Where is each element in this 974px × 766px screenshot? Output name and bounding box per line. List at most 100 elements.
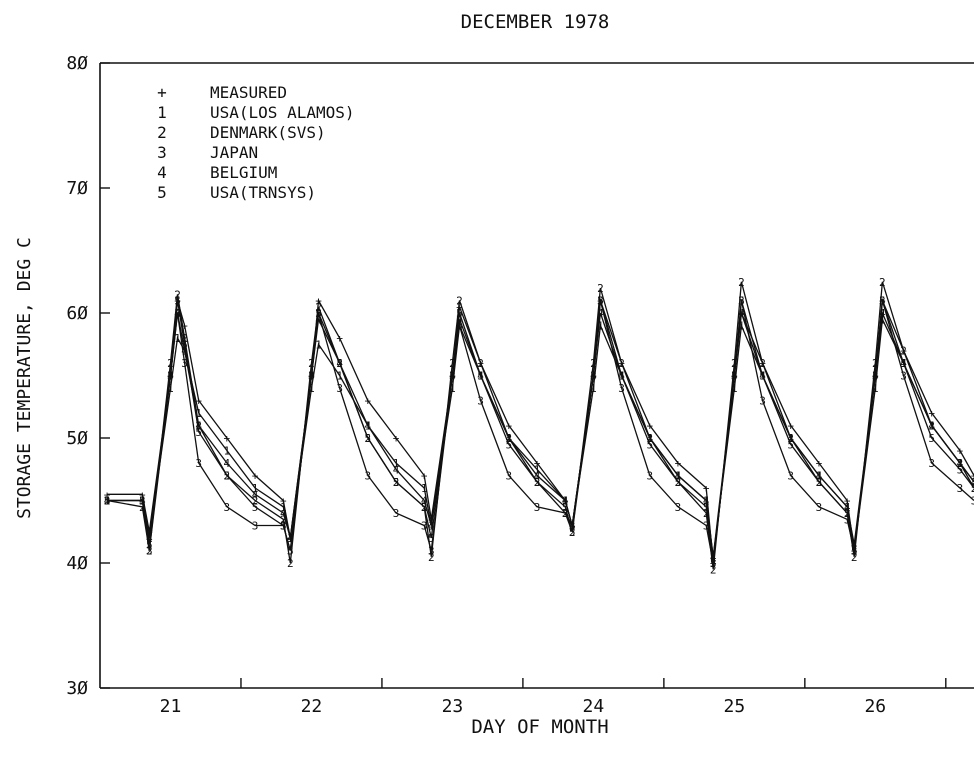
data-point-marker: + xyxy=(393,432,400,445)
data-point-marker: 5 xyxy=(569,526,576,539)
data-point-marker: + xyxy=(787,420,794,433)
x-axis: 21 22 23 24 25 26 xyxy=(160,678,947,717)
data-point-marker: 1 xyxy=(336,370,343,383)
data-point-marker: 1 xyxy=(428,520,435,533)
data-point-marker: 3 xyxy=(181,357,188,370)
data-point-marker: 4 xyxy=(597,307,604,320)
data-point-marker: 2 xyxy=(710,563,717,576)
series-measured: + +++++++++++++++++++++++++++++++++++++++… xyxy=(104,295,974,570)
legend-label: JAPAN xyxy=(210,143,258,162)
data-point-marker: 3 xyxy=(569,520,576,533)
data-point-marker: 4 xyxy=(315,313,322,326)
data-point-marker: 3 xyxy=(816,501,823,514)
data-point-marker: + xyxy=(224,432,231,445)
data-point-marker: 1 xyxy=(851,545,858,558)
data-point-marker: 1 xyxy=(167,382,174,395)
y-tick-label: 4Ø xyxy=(66,553,88,574)
data-point-marker: 5 xyxy=(562,501,569,514)
y-axis-label: STORAGE TEMPERATURE, DEG C xyxy=(14,237,35,519)
data-point-marker: 5 xyxy=(597,295,604,308)
legend-marker: + xyxy=(157,83,167,102)
data-point-marker: 4 xyxy=(252,488,259,501)
data-point-marker: 2 xyxy=(703,507,710,520)
data-point-marker: 4 xyxy=(421,495,428,508)
x-tick-label: 21 xyxy=(160,696,182,717)
data-point-marker: 5 xyxy=(851,545,858,558)
data-point-marker: 1 xyxy=(308,382,315,395)
data-point-marker: 5 xyxy=(252,501,259,514)
data-point-marker: 2 xyxy=(308,357,315,370)
data-point-marker: + xyxy=(971,470,974,483)
data-point-marker: + xyxy=(703,482,710,495)
data-point-marker: 4 xyxy=(816,470,823,483)
data-point-marker: + xyxy=(252,470,259,483)
data-point-marker: + xyxy=(104,488,111,501)
data-point-marker: 4 xyxy=(287,532,294,545)
data-point-marker: 2 xyxy=(315,301,322,314)
data-point-marker: 1 xyxy=(449,382,456,395)
series-line xyxy=(107,298,974,564)
data-point-marker: + xyxy=(957,445,964,458)
data-point-marker: 3 xyxy=(224,501,231,514)
data-point-marker: 4 xyxy=(703,495,710,508)
data-point-marker: 5 xyxy=(787,438,794,451)
data-point-marker: 2 xyxy=(872,357,879,370)
data-point-marker: 4 xyxy=(534,470,541,483)
data-point-marker: 5 xyxy=(710,557,717,570)
data-point-marker: 5 xyxy=(174,295,181,308)
data-point-marker: 2 xyxy=(139,501,146,514)
data-point-marker: 3 xyxy=(900,370,907,383)
data-point-marker: 5 xyxy=(477,370,484,383)
data-point-marker: 5 xyxy=(224,470,231,483)
data-point-marker: 3 xyxy=(428,545,435,558)
data-point-marker: 2 xyxy=(590,357,597,370)
data-point-marker: + xyxy=(336,332,343,345)
data-point-marker: 4 xyxy=(174,307,181,320)
data-point-marker: + xyxy=(646,420,653,433)
data-point-marker: 2 xyxy=(449,357,456,370)
series-model-2: 2 222222222222222222222222222222222222222… xyxy=(104,276,974,576)
data-point-marker: 4 xyxy=(393,463,400,476)
data-point-marker: 3 xyxy=(646,470,653,483)
data-point-marker: 3 xyxy=(851,545,858,558)
data-point-marker: 5 xyxy=(618,370,625,383)
data-point-marker: 2 xyxy=(731,357,738,370)
legend-label: USA(TRNSYS) xyxy=(210,183,316,202)
data-point-marker: 5 xyxy=(167,370,174,383)
data-point-marker: + xyxy=(675,457,682,470)
data-point-marker: 5 xyxy=(675,476,682,489)
data-point-marker: 5 xyxy=(534,476,541,489)
data-point-marker: 4 xyxy=(928,420,935,433)
data-point-marker: 3 xyxy=(844,513,851,526)
data-point-marker: 5 xyxy=(421,501,428,514)
data-point-marker: 1 xyxy=(195,407,202,420)
data-point-marker: 4 xyxy=(428,520,435,533)
data-point-marker: 5 xyxy=(738,295,745,308)
legend-marker: 5 xyxy=(157,183,167,202)
data-point-marker: 4 xyxy=(879,307,886,320)
data-point-marker: 5 xyxy=(139,495,146,508)
data-point-marker: 5 xyxy=(308,370,315,383)
data-point-marker: 1 xyxy=(879,313,886,326)
data-point-marker: 2 xyxy=(146,545,153,558)
data-point-marker: 3 xyxy=(365,470,372,483)
data-point-marker: 3 xyxy=(675,501,682,514)
plot-frame xyxy=(99,62,974,689)
data-point-marker: 3 xyxy=(287,545,294,558)
data-point-marker: 4 xyxy=(844,501,851,514)
y-tick-label: 6Ø xyxy=(66,303,88,324)
data-point-marker: + xyxy=(505,420,512,433)
data-point-marker: 5 xyxy=(104,495,111,508)
legend: + MEASURED 1 USA(LOS ALAMOS) 2 DENMARK(SVS) 3 J… xyxy=(157,83,354,202)
data-point-marker: 5 xyxy=(646,438,653,451)
data-point-marker: 5 xyxy=(393,476,400,489)
data-point-marker: 5 xyxy=(505,438,512,451)
data-point-marker: + xyxy=(816,457,823,470)
data-point-marker: 5 xyxy=(731,370,738,383)
data-point-marker: 1 xyxy=(731,382,738,395)
data-point-marker: 3 xyxy=(505,470,512,483)
legend-marker: 4 xyxy=(157,163,167,182)
data-point-marker: + xyxy=(534,457,541,470)
data-point-marker: 4 xyxy=(365,420,372,433)
